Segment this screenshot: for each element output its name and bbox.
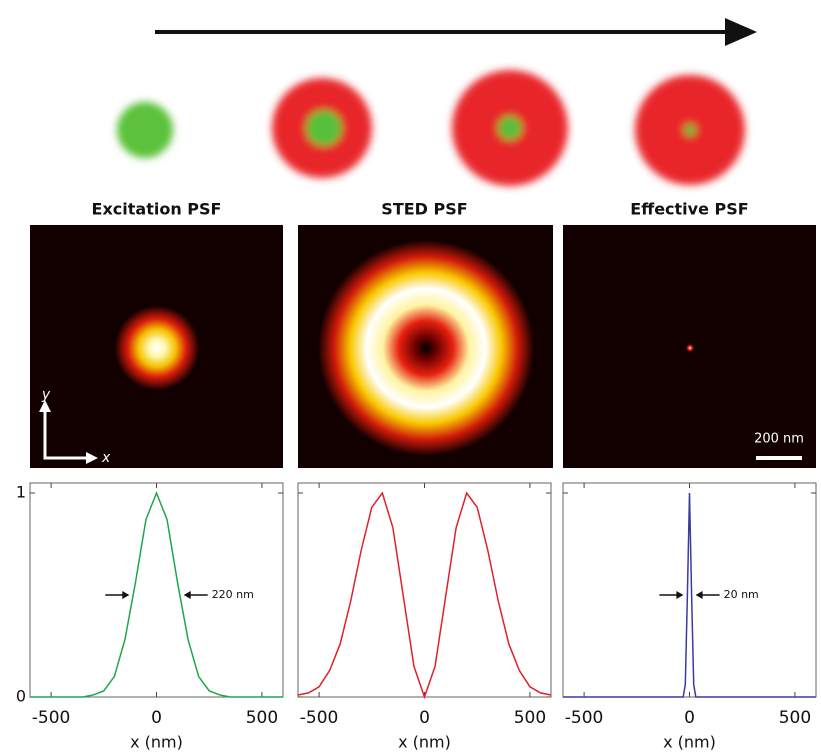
line	[563, 493, 816, 697]
axis-icon-label: y	[41, 387, 51, 403]
x-axis-label: x (nm)	[130, 733, 183, 752]
x-axis-label: x (nm)	[663, 733, 716, 752]
x-tick-label: 500	[246, 708, 278, 728]
plot-frame	[298, 483, 551, 697]
x-tick-label: 0	[419, 708, 430, 728]
spot	[306, 110, 342, 146]
annotation-arrow	[696, 591, 703, 599]
panel-title: Excitation PSF	[92, 200, 222, 219]
page: {"chart_data": [ {"type": "line", "title…	[0, 0, 821, 756]
x-axis-label: x (nm)	[398, 733, 451, 752]
x-tick-label: 0	[151, 708, 162, 728]
annotation-arrow	[184, 591, 191, 599]
figure: y x 200 nm Excitation PSF -500 0 500 0 1 x (nm…	[0, 0, 821, 752]
panel-title: STED PSF	[381, 200, 467, 219]
y-tick-label: 1	[16, 483, 26, 502]
x-tick-label: 500	[514, 708, 546, 728]
heatmap-spot	[318, 240, 534, 456]
annotation: 220 nm	[212, 588, 254, 601]
x-tick-label: -500	[565, 708, 604, 728]
heatmap-spot	[115, 306, 199, 390]
x-tick-label: 0	[684, 708, 695, 728]
spot	[684, 124, 696, 136]
x-tick-label: -500	[300, 708, 339, 728]
annotation-arrow	[122, 591, 129, 599]
y-tick-label: 0	[16, 687, 26, 706]
line	[298, 493, 551, 697]
top-spots	[117, 70, 745, 186]
arrow-head	[725, 18, 757, 46]
scale-bar-label: 200 nm	[754, 432, 804, 447]
axis-icon-label: x	[101, 450, 111, 466]
x-tick-label: -500	[32, 708, 71, 728]
panel-title: Effective PSF	[630, 200, 748, 219]
spot	[498, 116, 522, 140]
annotation-arrow	[676, 591, 683, 599]
heatmap-spot	[686, 344, 694, 352]
annotation: 20 nm	[724, 588, 759, 601]
x-tick-label: 500	[779, 708, 811, 728]
spot	[117, 102, 173, 158]
